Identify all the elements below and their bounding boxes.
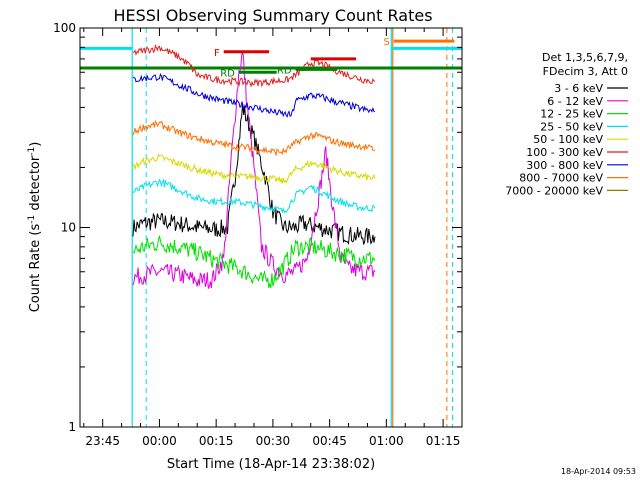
flag-label: S <box>384 37 390 48</box>
plot-area: FRD RDS <box>80 28 462 427</box>
legend-label: 7000 - 20000 keV <box>505 184 603 197</box>
series-line-6-12keV <box>132 50 376 289</box>
legend-label: 100 - 300 keV <box>526 146 603 159</box>
y-axis: 1 10 100 <box>53 21 462 434</box>
series-line-3-6keV <box>132 103 376 246</box>
y-tick-label: 1 <box>68 420 76 434</box>
legend-label: 25 - 50 keV <box>540 120 603 133</box>
legend-label: 6 - 12 keV <box>547 95 603 108</box>
x-tick-label: 01:00 <box>369 434 404 448</box>
series-line-12-25keV <box>132 235 376 289</box>
series-line-300-800keV <box>132 73 376 118</box>
x-tick-label: 00:00 <box>142 434 177 448</box>
x-axis-label: Start Time (18-Apr-14 23:38:02) <box>167 457 375 472</box>
series-line-25-50keV <box>132 178 376 214</box>
flag-label: RD <box>277 65 292 76</box>
legend-label: 300 - 800 keV <box>526 159 603 172</box>
y-axis-label-part: Count Rate (s <box>28 224 43 313</box>
legend-label: 50 - 100 keV <box>533 133 603 146</box>
y-axis-label-part: detector <box>28 155 43 215</box>
flag-label: RD <box>220 68 235 79</box>
legend-header-line: FDecim 3, Att 0 <box>543 65 628 78</box>
x-axis: 23:45 00:00 00:15 00:30 00:45 01:00 01:15 <box>83 28 463 448</box>
chart-title: HESSI Observing Summary Count Rates <box>113 6 432 25</box>
x-tick-label: 00:30 <box>256 434 291 448</box>
x-tick-label: 00:15 <box>199 434 234 448</box>
y-axis-label-superscript: -1 <box>27 147 37 156</box>
timestamp: 18-Apr-2014 09:53 <box>561 467 636 476</box>
legend-header-line: Det 1,3,5,6,7,9, <box>542 51 628 64</box>
x-tick-label: 00:45 <box>312 434 347 448</box>
legend-label: 12 - 25 keV <box>540 108 603 121</box>
series-line-100-300keV <box>132 43 376 88</box>
legend-label: 3 - 6 keV <box>554 82 603 95</box>
legend-label: 800 - 7000 keV <box>519 172 603 185</box>
y-tick-label: 100 <box>53 21 76 35</box>
series-line-50-100keV <box>132 153 376 184</box>
x-tick-label: 01:15 <box>426 434 461 448</box>
y-axis-label-part: ) <box>28 142 43 147</box>
series-line-800-7000keV <box>132 119 376 157</box>
y-axis-label-superscript: -1 <box>27 215 37 224</box>
y-tick-label: 10 <box>61 221 76 235</box>
flag-label: F <box>214 48 220 59</box>
y-axis-label: Count Rate (s-1 detector-1) <box>27 142 43 313</box>
x-tick-label: 23:45 <box>85 434 120 448</box>
